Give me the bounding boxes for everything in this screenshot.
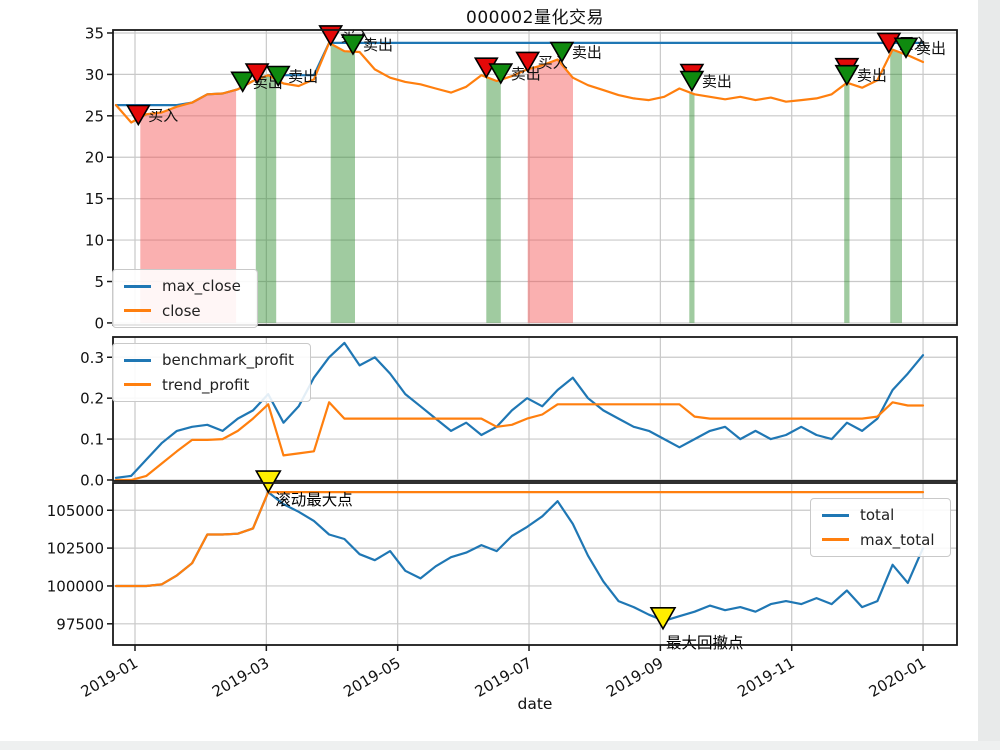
window-bottom-margin (0, 741, 1000, 750)
sell-marker (834, 64, 860, 87)
x-tick-label: 2019-09 (603, 654, 666, 701)
sell-marker-label: 卖出 (511, 65, 541, 83)
benchmark_profit-line (114, 341, 925, 479)
trade-region-holding-gain (890, 49, 902, 323)
legend-item: max_close (124, 278, 241, 295)
sell-marker (488, 63, 514, 85)
legend-line-sample-icon (124, 284, 151, 288)
x-axis-title: date (517, 695, 553, 713)
x-tick-label: 2019-05 (340, 654, 403, 701)
sell-marker-label: 卖出 (288, 68, 318, 86)
y-tick-label: 105000 (47, 502, 104, 520)
sell-marker (679, 70, 705, 93)
trade-region-holding-loss (140, 89, 237, 323)
equity-panel-border (112, 482, 958, 646)
annotation-flag-marker (254, 470, 282, 494)
sell-marker-label: 卖出 (857, 67, 887, 85)
trade-region-holding-gain (689, 92, 695, 323)
legend-label: max_close (162, 277, 241, 295)
legend-line-sample-icon (822, 513, 849, 517)
legend-label: trend_profit (162, 375, 250, 394)
sell-marker-label: 卖出 (363, 36, 393, 54)
y-tick-label: 35 (85, 24, 104, 42)
trade-region-holding-loss (527, 59, 573, 323)
y-tick-label: 102500 (47, 540, 104, 558)
sell-marker (230, 71, 256, 93)
window-right-margin (978, 0, 1000, 750)
profit-panel-border (112, 336, 958, 482)
annotation-label: 最大回撤点 (666, 634, 744, 652)
y-tick-label: 25 (85, 107, 104, 125)
buy-marker (125, 104, 151, 127)
sell-marker (893, 37, 919, 59)
y-tick-label: 20 (85, 149, 104, 167)
y-tick-label: 0 (94, 314, 104, 332)
annotation-label: 滚动最大点 (275, 491, 353, 509)
max_total-line (114, 491, 925, 588)
legend-label: max_total (860, 530, 935, 549)
legend-item: benchmark_profit (124, 352, 294, 369)
trade-region-holding-gain (330, 43, 355, 323)
y-tick-label: 0.2 (80, 390, 104, 408)
price-panel-border (112, 29, 958, 326)
buy-marker-label: 买入 (148, 106, 178, 124)
x-tick-label: 2019-11 (734, 654, 797, 701)
legend-label: total (860, 506, 895, 524)
x-tick-label: 2020-01 (866, 654, 929, 701)
trade-region-holding-gain (255, 75, 277, 323)
legend-line-sample-icon (124, 358, 151, 362)
legend-line-sample-icon (124, 309, 151, 313)
trade-region-holding-gain (844, 82, 850, 323)
sell-marker (265, 65, 291, 88)
y-tick-label: 5 (94, 273, 104, 291)
x-tick-label: 2019-01 (78, 654, 141, 701)
equity-legend: total max_total (810, 498, 952, 557)
legend-line-sample-icon (124, 383, 151, 387)
y-tick-label: 0.1 (80, 431, 104, 449)
y-tick-label: 15 (85, 190, 104, 208)
buy-marker (244, 63, 270, 85)
close-line (114, 41, 925, 124)
y-tick-label: 10 (85, 232, 104, 250)
sell-marker-label: 卖出 (702, 72, 732, 90)
legend-item: total (822, 507, 934, 524)
x-tick-label: 2019-03 (209, 654, 272, 701)
sell-marker-label: 卖出 (916, 39, 946, 57)
y-tick-label: 100000 (47, 577, 104, 595)
sell-marker (549, 41, 575, 64)
y-tick-label: 30 (85, 66, 104, 84)
buy-marker (515, 51, 541, 73)
profit-legend: benchmark_profit trend_profit (112, 343, 312, 402)
chart-title: 000002量化交易 (466, 8, 604, 28)
legend-item: max_total (822, 530, 935, 549)
y-tick-label: 97500 (56, 615, 104, 633)
total-line (114, 491, 925, 622)
annotation-flag-marker (649, 606, 677, 631)
sell-marker-label: 卖出 (572, 43, 602, 61)
legend-line-sample-icon (822, 538, 849, 542)
y-tick-label: 0.3 (80, 349, 104, 367)
trend_profit-line (114, 401, 925, 482)
sell-marker (340, 34, 366, 56)
legend-label: close (162, 301, 201, 320)
legend-item: close (124, 301, 241, 320)
y-tick-label: 0.0 (80, 471, 104, 489)
legend-label: benchmark_profit (162, 351, 295, 369)
x-tick-label: 2019-07 (472, 654, 535, 701)
trade-region-holding-gain (486, 77, 501, 323)
legend-item: trend_profit (124, 375, 294, 394)
